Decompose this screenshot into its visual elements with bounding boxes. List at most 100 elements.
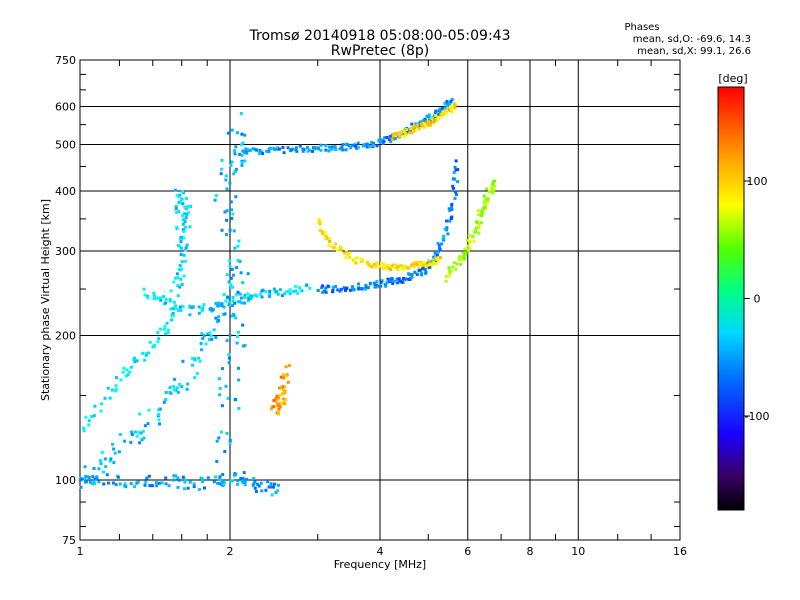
echo-point: [348, 255, 352, 259]
echo-point: [388, 134, 392, 138]
echo-point: [118, 482, 122, 486]
echo-point: [254, 148, 258, 152]
echo-point: [112, 461, 116, 465]
echo-point: [157, 408, 161, 412]
echo-point: [170, 318, 174, 322]
echo-point: [362, 143, 366, 147]
echo-point: [178, 305, 182, 309]
echo-point: [178, 285, 182, 289]
echo-point: [220, 302, 224, 306]
echo-point: [252, 477, 256, 480]
echo-point: [323, 230, 327, 234]
echo-point: [218, 387, 222, 390]
echo-point: [378, 264, 382, 268]
echo-point: [255, 294, 259, 298]
echo-point: [187, 204, 191, 208]
echo-point: [184, 246, 188, 250]
echo-point: [450, 107, 454, 111]
echo-point: [413, 261, 417, 265]
echo-point: [356, 141, 360, 145]
echo-point: [477, 231, 481, 235]
echo-point: [225, 218, 229, 222]
echo-point: [375, 144, 379, 148]
echo-point: [86, 475, 89, 479]
echo-point: [182, 253, 186, 257]
echo-point: [402, 277, 405, 280]
echo-point: [153, 343, 156, 347]
echo-point: [275, 394, 279, 398]
echo-point: [364, 283, 368, 287]
echo-point: [206, 332, 210, 336]
echo-point: [367, 263, 371, 267]
echo-point: [142, 436, 146, 440]
echo-point: [445, 226, 449, 230]
echo-point: [432, 260, 436, 264]
echo-point: [272, 287, 276, 291]
echo-point: [152, 297, 156, 301]
echo-point: [103, 457, 107, 461]
echo-point: [174, 204, 178, 208]
echo-point: [287, 364, 291, 367]
echo-point: [99, 409, 103, 413]
echo-point: [173, 188, 177, 192]
echo-point: [144, 480, 148, 484]
echo-point: [434, 114, 438, 117]
echo-point: [444, 112, 448, 115]
echo-point: [220, 228, 224, 232]
echo-point: [183, 205, 187, 209]
echo-point: [183, 259, 187, 263]
y-tick-label: 100: [55, 474, 76, 487]
echo-point: [177, 210, 181, 214]
echo-point: [393, 137, 397, 141]
echo-point: [159, 298, 163, 302]
echo-point: [453, 268, 457, 272]
echo-point: [481, 208, 485, 212]
echo-point: [466, 244, 470, 248]
echo-point: [453, 103, 457, 107]
echo-point: [181, 214, 185, 218]
echo-point: [243, 301, 247, 305]
x-tick-label: 6: [464, 545, 471, 558]
echo-point: [176, 308, 180, 312]
echo-point: [341, 148, 345, 152]
echo-point: [164, 482, 168, 486]
echo-point: [410, 131, 414, 135]
echo-point: [425, 120, 429, 124]
echo-point: [184, 248, 188, 252]
echo-point: [224, 174, 228, 178]
echo-point: [285, 290, 289, 294]
echo-point: [397, 132, 401, 136]
echo-point: [438, 256, 442, 260]
echo-point: [324, 144, 328, 148]
echo-point: [218, 482, 221, 486]
echo-point: [318, 222, 322, 226]
echo-point: [91, 475, 95, 479]
echo-point: [107, 481, 110, 485]
echo-point: [238, 292, 242, 296]
echo-point: [237, 378, 241, 382]
echo-point: [175, 210, 178, 214]
echo-point: [218, 477, 222, 481]
echo-point: [338, 147, 342, 151]
echo-point: [254, 489, 258, 493]
echo-point: [113, 451, 117, 455]
echo-point: [409, 127, 413, 131]
echo-point: [402, 134, 406, 138]
echo-point: [218, 475, 222, 479]
echo-point: [462, 256, 466, 260]
echo-point: [225, 431, 229, 435]
echo-point: [272, 398, 276, 402]
echo-point: [477, 213, 481, 217]
echo-point: [386, 263, 390, 267]
echo-point: [410, 263, 414, 267]
echo-point: [102, 470, 105, 474]
echo-point: [485, 187, 489, 191]
echo-point: [209, 334, 213, 338]
echo-point: [157, 337, 161, 341]
echo-point: [121, 370, 125, 374]
echo-point: [152, 291, 156, 295]
info-line-o: mean, sd,O: -69.6, 14.3: [633, 34, 751, 45]
echo-point: [271, 485, 275, 489]
echo-point: [233, 301, 237, 305]
colorbar-tick-label: -100: [745, 410, 770, 423]
